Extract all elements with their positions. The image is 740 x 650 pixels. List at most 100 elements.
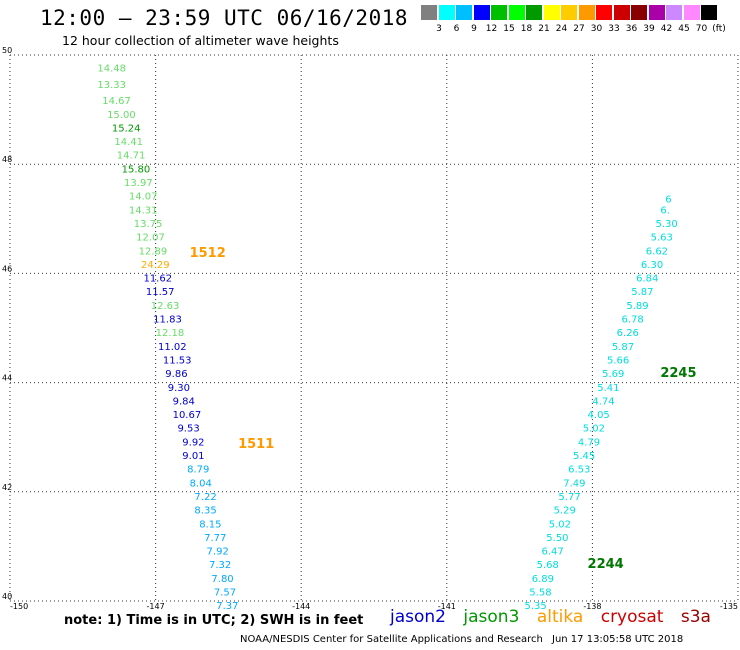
wave-height-map: 50 48 46 44 42 40-150 -147 -144 -141 -138 -135 14.4… <box>2 46 739 610</box>
wave-height-value: 6. <box>660 205 670 216</box>
wave-height-value: 9.53 <box>177 424 199 435</box>
wave-height-value: 9.86 <box>165 369 187 380</box>
wave-height-value: 14.07 <box>129 192 158 203</box>
wave-height-value: 10.67 <box>173 410 202 421</box>
wave-height-value: 5.02 <box>549 519 571 530</box>
lat-tick-label: 46 <box>2 264 12 273</box>
wave-height-value: 5.02 <box>583 424 605 435</box>
wave-height-value: 6.89 <box>532 574 554 585</box>
wave-height-value: 5.68 <box>537 560 559 571</box>
wave-height-value: 4.79 <box>578 437 600 448</box>
legend-s3a: s3a <box>680 607 711 627</box>
wave-height-value: 5.66 <box>607 355 629 366</box>
color-swatch <box>683 5 700 20</box>
wave-height-value: 5.63 <box>651 233 673 244</box>
wave-height-value: 8.35 <box>194 506 216 517</box>
lon-tick-label: -138 <box>583 602 601 610</box>
lon-tick-label: -144 <box>292 602 310 610</box>
color-scale-label: 27 <box>573 24 585 34</box>
wave-height-value: 9.92 <box>182 437 204 448</box>
page-title: 12:00 – 23:59 UTC 06/16/2018 <box>40 6 409 30</box>
wave-height-value: 5.69 <box>602 369 624 380</box>
legend-jason3: jason3 <box>463 607 520 627</box>
color-scale-label: 36 <box>625 24 638 34</box>
lat-tick-label: 50 <box>2 46 12 55</box>
color-scale-label: 33 <box>608 24 620 34</box>
wave-height-value: 11.62 <box>143 274 172 285</box>
wave-height-value: 6.26 <box>617 328 639 339</box>
color-swatch <box>613 5 630 20</box>
wave-height-value: 11.53 <box>163 355 192 366</box>
wave-height-value: 9.30 <box>168 383 190 394</box>
wave-height-value: 24.29 <box>141 260 170 271</box>
wave-height-value: 5.87 <box>612 342 634 353</box>
wave-height-value: 14.67 <box>102 96 131 107</box>
wave-height-value: 7.92 <box>207 547 229 558</box>
wave-height-value: 5.30 <box>655 219 677 230</box>
wave-height-value: 11.57 <box>146 287 175 298</box>
wave-height-value: 5.89 <box>626 301 648 312</box>
legend-cryosat: cryosat <box>600 607 664 627</box>
lon-tick-label: -141 <box>438 602 456 610</box>
wave-height-value: 12.07 <box>136 233 165 244</box>
color-scale-label: 42 <box>660 24 673 34</box>
wave-height-value: 12.63 <box>151 301 180 312</box>
wave-height-value: 6 <box>665 194 671 205</box>
wave-height-value: 5.35 <box>524 601 546 610</box>
wave-height-value: 15.24 <box>112 123 141 134</box>
wave-height-value: 6.53 <box>568 465 590 476</box>
wave-height-value: 13.33 <box>97 80 126 91</box>
lon-tick-label: -150 <box>10 602 28 610</box>
generated-timestamp: Jun 17 13:05:58 UTC 2018 <box>552 634 684 645</box>
wave-height-value: 6.84 <box>636 274 658 285</box>
wave-height-value: 6.47 <box>541 547 563 558</box>
wave-height-value: 5.50 <box>546 533 568 544</box>
wave-height-value: 13.75 <box>134 219 163 230</box>
lat-tick-label: 42 <box>2 483 12 492</box>
color-swatch <box>578 5 595 20</box>
credit-line: NOAA/NESDIS Center for Satellite Applica… <box>240 634 543 645</box>
color-scale-label: 24 <box>555 24 568 34</box>
color-swatch <box>543 5 560 20</box>
units-note: note: 1) Time is in UTC; 2) SWH is in fe… <box>64 613 364 628</box>
color-swatch <box>648 5 665 20</box>
color-scale-label: 12 <box>485 24 498 34</box>
wave-height-value: 13.97 <box>124 178 153 189</box>
color-scale-label: 18 <box>520 24 533 34</box>
color-swatch <box>701 5 717 20</box>
color-scale-label: 6 <box>453 24 460 34</box>
color-swatch <box>508 5 525 20</box>
lat-tick-label: 40 <box>2 592 12 601</box>
pass-time-label: 2244 <box>588 557 624 572</box>
satellite-legend: jason2 jason3 altika cryosat s3a <box>390 607 723 627</box>
wave-height-value: 14.31 <box>129 205 158 216</box>
wave-height-value: 7.32 <box>209 560 231 571</box>
wave-height-value: 5.29 <box>554 506 576 517</box>
wave-height-value: 4.05 <box>588 410 610 421</box>
color-swatch <box>491 5 507 20</box>
color-swatch <box>666 5 682 20</box>
wave-height-value: 4.74 <box>592 396 614 407</box>
color-scale-label: 9 <box>471 24 477 34</box>
wave-height-value: 7.57 <box>214 588 236 599</box>
wave-height-value: 6.78 <box>622 315 644 326</box>
color-swatch <box>473 5 490 20</box>
legend-altika: altika <box>536 607 584 627</box>
wave-height-value: 15.80 <box>122 164 151 175</box>
wave-height-value: 5.45 <box>573 451 595 462</box>
wave-height-value: 11.83 <box>153 315 182 326</box>
wave-height-value: 15.00 <box>107 110 136 121</box>
wave-height-value: 7.77 <box>204 533 226 544</box>
pass-time-label: 1511 <box>238 437 274 452</box>
color-scale-label: 15 <box>503 24 515 34</box>
wave-height-value: 7.22 <box>194 492 216 503</box>
color-swatch <box>561 5 577 20</box>
wave-height-value: 11.02 <box>158 342 187 353</box>
wave-height-value: 9.01 <box>182 451 204 462</box>
color-scale-label: 21 <box>538 24 550 34</box>
wave-height-value: 14.41 <box>114 137 143 148</box>
color-swatch <box>596 5 612 20</box>
lat-tick-label: 48 <box>2 155 12 164</box>
color-swatch <box>631 5 647 20</box>
wave-height-value: 14.71 <box>117 151 146 162</box>
